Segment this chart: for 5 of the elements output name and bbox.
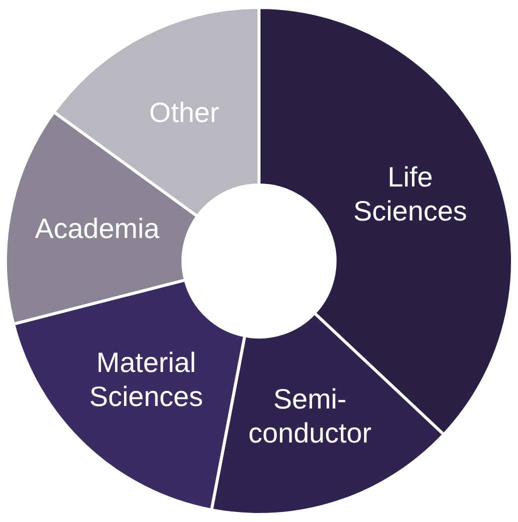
slice-label: Life Sciences (353, 161, 468, 226)
slice-label: Material Sciences (89, 346, 204, 412)
slice-label: Academia (34, 212, 160, 244)
slice-label: Semi-conductor (248, 383, 372, 448)
slice-label: Other (149, 96, 220, 128)
